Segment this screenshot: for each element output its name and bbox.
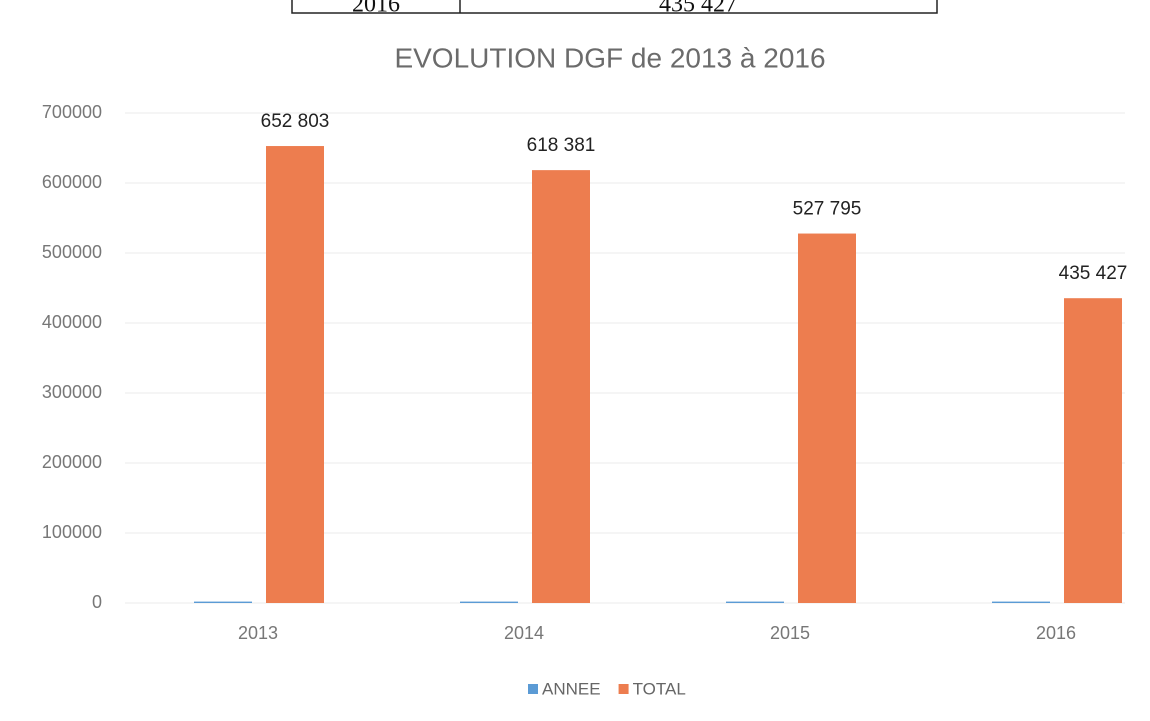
data-label: 435 427 bbox=[1059, 263, 1128, 284]
y-tick-label: 0 bbox=[92, 592, 102, 612]
bar bbox=[1064, 298, 1122, 603]
legend-swatch bbox=[528, 684, 538, 694]
data-label: 618 381 bbox=[527, 135, 596, 156]
y-tick-label: 400000 bbox=[42, 312, 102, 332]
bar bbox=[992, 601, 1050, 603]
chart-title: EVOLUTION DGF de 2013 à 2016 bbox=[394, 42, 825, 73]
legend-label: TOTAL bbox=[633, 679, 686, 698]
y-tick-label: 100000 bbox=[42, 522, 102, 542]
bar bbox=[460, 601, 518, 603]
y-tick-label: 600000 bbox=[42, 172, 102, 192]
x-tick-label: 2015 bbox=[770, 623, 810, 643]
data-label: 652 803 bbox=[261, 111, 330, 132]
x-tick-label: 2016 bbox=[1036, 623, 1076, 643]
table-row bbox=[291, 0, 938, 14]
bar bbox=[726, 601, 784, 603]
bar bbox=[798, 233, 856, 603]
data-label: 527 795 bbox=[793, 199, 862, 220]
x-tick-label: 2014 bbox=[504, 623, 544, 643]
y-tick-label: 500000 bbox=[42, 242, 102, 262]
table-cell: 2016 bbox=[352, 0, 400, 18]
y-tick-label: 700000 bbox=[42, 102, 102, 122]
bar bbox=[266, 146, 324, 603]
legend-label: ANNEE bbox=[542, 679, 601, 698]
bar bbox=[194, 601, 252, 603]
bar bbox=[532, 170, 590, 603]
y-tick-label: 300000 bbox=[42, 382, 102, 402]
table-cell: 435 427 bbox=[659, 0, 737, 18]
legend-swatch bbox=[618, 684, 629, 694]
y-tick-label: 200000 bbox=[42, 452, 102, 472]
x-tick-label: 2013 bbox=[238, 623, 278, 643]
